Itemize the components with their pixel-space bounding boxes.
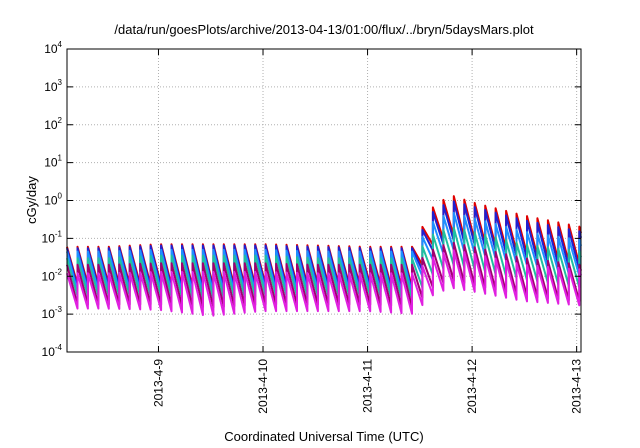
series-line-6 [66, 249, 582, 317]
x-axis-label: Coordinated Universal Time (UTC) [224, 429, 423, 444]
y-axis-label: cGy/day [24, 176, 39, 224]
x-tick-label: 2013-4-13 [570, 359, 584, 414]
y-tick-label: 10-1 [42, 229, 63, 245]
plot-background [67, 49, 581, 352]
y-tick-label: 10-3 [42, 305, 63, 321]
y-tick-label: 100 [44, 192, 62, 208]
y-tick-label: 10-2 [42, 267, 63, 283]
x-tick-label: 2013-4-12 [465, 359, 479, 414]
y-tick-label: 101 [44, 154, 62, 170]
chart-title: /data/run/goesPlots/archive/2013-04-13/0… [114, 22, 534, 37]
x-axis-ticks: 2013-4-9 2013-4-10 2013-4-11 2013-4-12 2013-… [151, 49, 584, 414]
series-group [66, 195, 582, 317]
y-tick-label: 102 [44, 116, 62, 132]
y-tick-label: 104 [44, 40, 62, 56]
x-tick-label: 2013-4-9 [151, 359, 165, 407]
x-tick-label: 2013-4-10 [256, 359, 270, 414]
y-tick-label: 10-4 [42, 343, 63, 359]
x-tick-label: 2013-4-11 [361, 359, 375, 413]
y-tick-label: 103 [44, 78, 62, 94]
